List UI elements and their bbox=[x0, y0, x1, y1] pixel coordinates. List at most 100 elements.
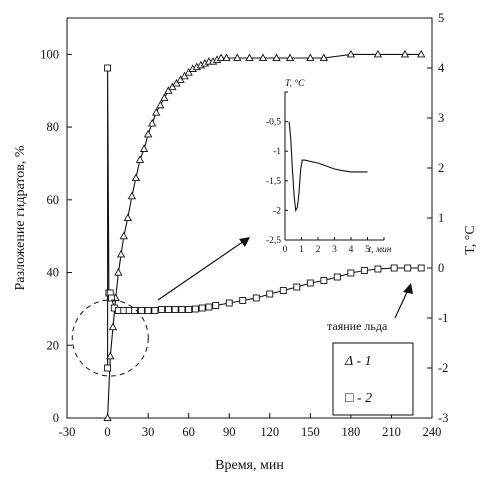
y2-tick-label: 0 bbox=[438, 261, 444, 275]
x-tick-label: 240 bbox=[423, 425, 442, 439]
series-2-point bbox=[131, 307, 139, 314]
series-1-point bbox=[131, 173, 141, 182]
x-tick-label: 0 bbox=[104, 425, 110, 439]
y-tick-label: 60 bbox=[47, 193, 60, 207]
zoom-circle bbox=[71, 299, 149, 377]
series-1-point bbox=[119, 231, 128, 240]
series-2-point bbox=[144, 307, 152, 314]
series-1-point bbox=[108, 322, 118, 331]
series-2-point bbox=[185, 306, 193, 313]
series-2-point bbox=[293, 283, 301, 291]
series-2-point bbox=[252, 294, 260, 302]
inset-y-tick-label: -0,5 bbox=[266, 118, 281, 128]
inset-x-axis-title: t, мин bbox=[369, 245, 392, 255]
inset-y-tick-label: -1,5 bbox=[266, 177, 281, 187]
inset-x-tick-label: 1 bbox=[299, 245, 304, 255]
arrow-ice-melting bbox=[394, 289, 409, 319]
inset-y-tick-label: -1 bbox=[273, 147, 281, 157]
y2-tick-label: -1 bbox=[438, 311, 448, 325]
series-2-point bbox=[164, 306, 172, 313]
series-2-point bbox=[171, 306, 179, 313]
series-1-point bbox=[168, 82, 177, 91]
series-1-point bbox=[258, 53, 268, 62]
series-2-point bbox=[212, 302, 220, 309]
y-tick-label: 100 bbox=[40, 47, 59, 61]
series-2-point bbox=[333, 273, 341, 281]
y-axis-title: Разложение гидратов, % bbox=[13, 145, 28, 290]
series-1-point bbox=[400, 49, 410, 58]
legend-box bbox=[332, 342, 414, 416]
y-tick-label: 20 bbox=[47, 338, 60, 352]
inset-x-tick-label: 2 bbox=[316, 245, 321, 255]
series-1-point bbox=[127, 191, 137, 200]
series-2-point bbox=[198, 304, 206, 312]
y-tick-label: 80 bbox=[47, 120, 60, 134]
series-2-point bbox=[320, 277, 328, 284]
series-1-point bbox=[139, 144, 149, 152]
series-2-point bbox=[178, 306, 186, 313]
x-tick-label: 90 bbox=[223, 425, 236, 439]
y2-tick-label: -2 bbox=[438, 361, 448, 375]
series-1-point bbox=[114, 268, 123, 276]
series-1-point bbox=[216, 53, 226, 62]
x-tick-label: 120 bbox=[260, 425, 279, 439]
series-1-point bbox=[346, 49, 356, 58]
inset-title: T, °C bbox=[285, 78, 305, 89]
series-2-point bbox=[108, 294, 116, 302]
series-2-point bbox=[225, 299, 233, 307]
series-1-point bbox=[164, 86, 173, 94]
series-1-point bbox=[148, 118, 157, 127]
series-2-point bbox=[404, 264, 412, 272]
x-tick-label: 180 bbox=[342, 425, 361, 439]
series-1-point bbox=[152, 108, 161, 116]
series-1-point bbox=[245, 53, 254, 62]
series-1-point bbox=[116, 249, 126, 258]
series-2-point bbox=[279, 287, 287, 294]
y2-axis-title: T, °C bbox=[463, 225, 478, 254]
y2-tick-label: -3 bbox=[438, 411, 448, 425]
series-2-point bbox=[266, 290, 274, 298]
inset-x-tick-label: 0 bbox=[283, 245, 288, 255]
x-tick-label: 60 bbox=[182, 425, 195, 439]
series-2-point bbox=[239, 297, 247, 304]
series-1-point bbox=[373, 49, 383, 58]
legend-entry-1: Δ - 1 bbox=[344, 354, 372, 369]
series-1-point bbox=[233, 53, 242, 62]
series-1-point bbox=[123, 213, 132, 222]
series-1-point bbox=[184, 68, 193, 76]
series-2-point bbox=[205, 303, 213, 311]
series-2-point bbox=[137, 307, 145, 314]
series-2-point bbox=[374, 265, 382, 273]
series-1-point bbox=[143, 129, 153, 138]
series-2-point bbox=[360, 267, 368, 274]
y2-tick-label: 2 bbox=[438, 161, 444, 175]
y-tick-label: 0 bbox=[53, 411, 59, 425]
y2-tick-label: 3 bbox=[438, 111, 444, 125]
inset-y-tick-label: -2 bbox=[273, 206, 281, 216]
series-2-point bbox=[104, 64, 112, 72]
series-1-point bbox=[319, 53, 329, 62]
x-axis-title: Время, мин bbox=[215, 458, 284, 473]
x-tick-label: 210 bbox=[382, 425, 401, 439]
series-2-point bbox=[347, 269, 355, 277]
arrow-to-inset bbox=[157, 240, 245, 301]
y2-tick-label: 4 bbox=[438, 61, 445, 75]
series-1-point bbox=[180, 71, 189, 80]
series-1-point bbox=[106, 351, 115, 360]
annotation-layer bbox=[71, 237, 413, 377]
inset-series-line bbox=[288, 121, 368, 213]
series-2-point bbox=[104, 364, 112, 372]
series-2-point bbox=[191, 305, 199, 313]
series-1-point bbox=[417, 49, 426, 58]
series-2-point bbox=[417, 264, 425, 272]
inset-x-tick-label: 3 bbox=[332, 245, 337, 255]
inset-x-tick-label: 4 bbox=[349, 245, 354, 255]
series-1-point bbox=[222, 53, 231, 62]
series-1-point bbox=[285, 53, 295, 62]
series-2-point bbox=[158, 306, 166, 313]
legend-entry-2: □ - 2 bbox=[345, 391, 372, 406]
series-2-point bbox=[390, 264, 398, 272]
main-plot: -30 0 30 60 90 120 150 180 210 240020406080100-3-… bbox=[13, 11, 478, 473]
x-tick-label: -30 bbox=[59, 425, 76, 439]
